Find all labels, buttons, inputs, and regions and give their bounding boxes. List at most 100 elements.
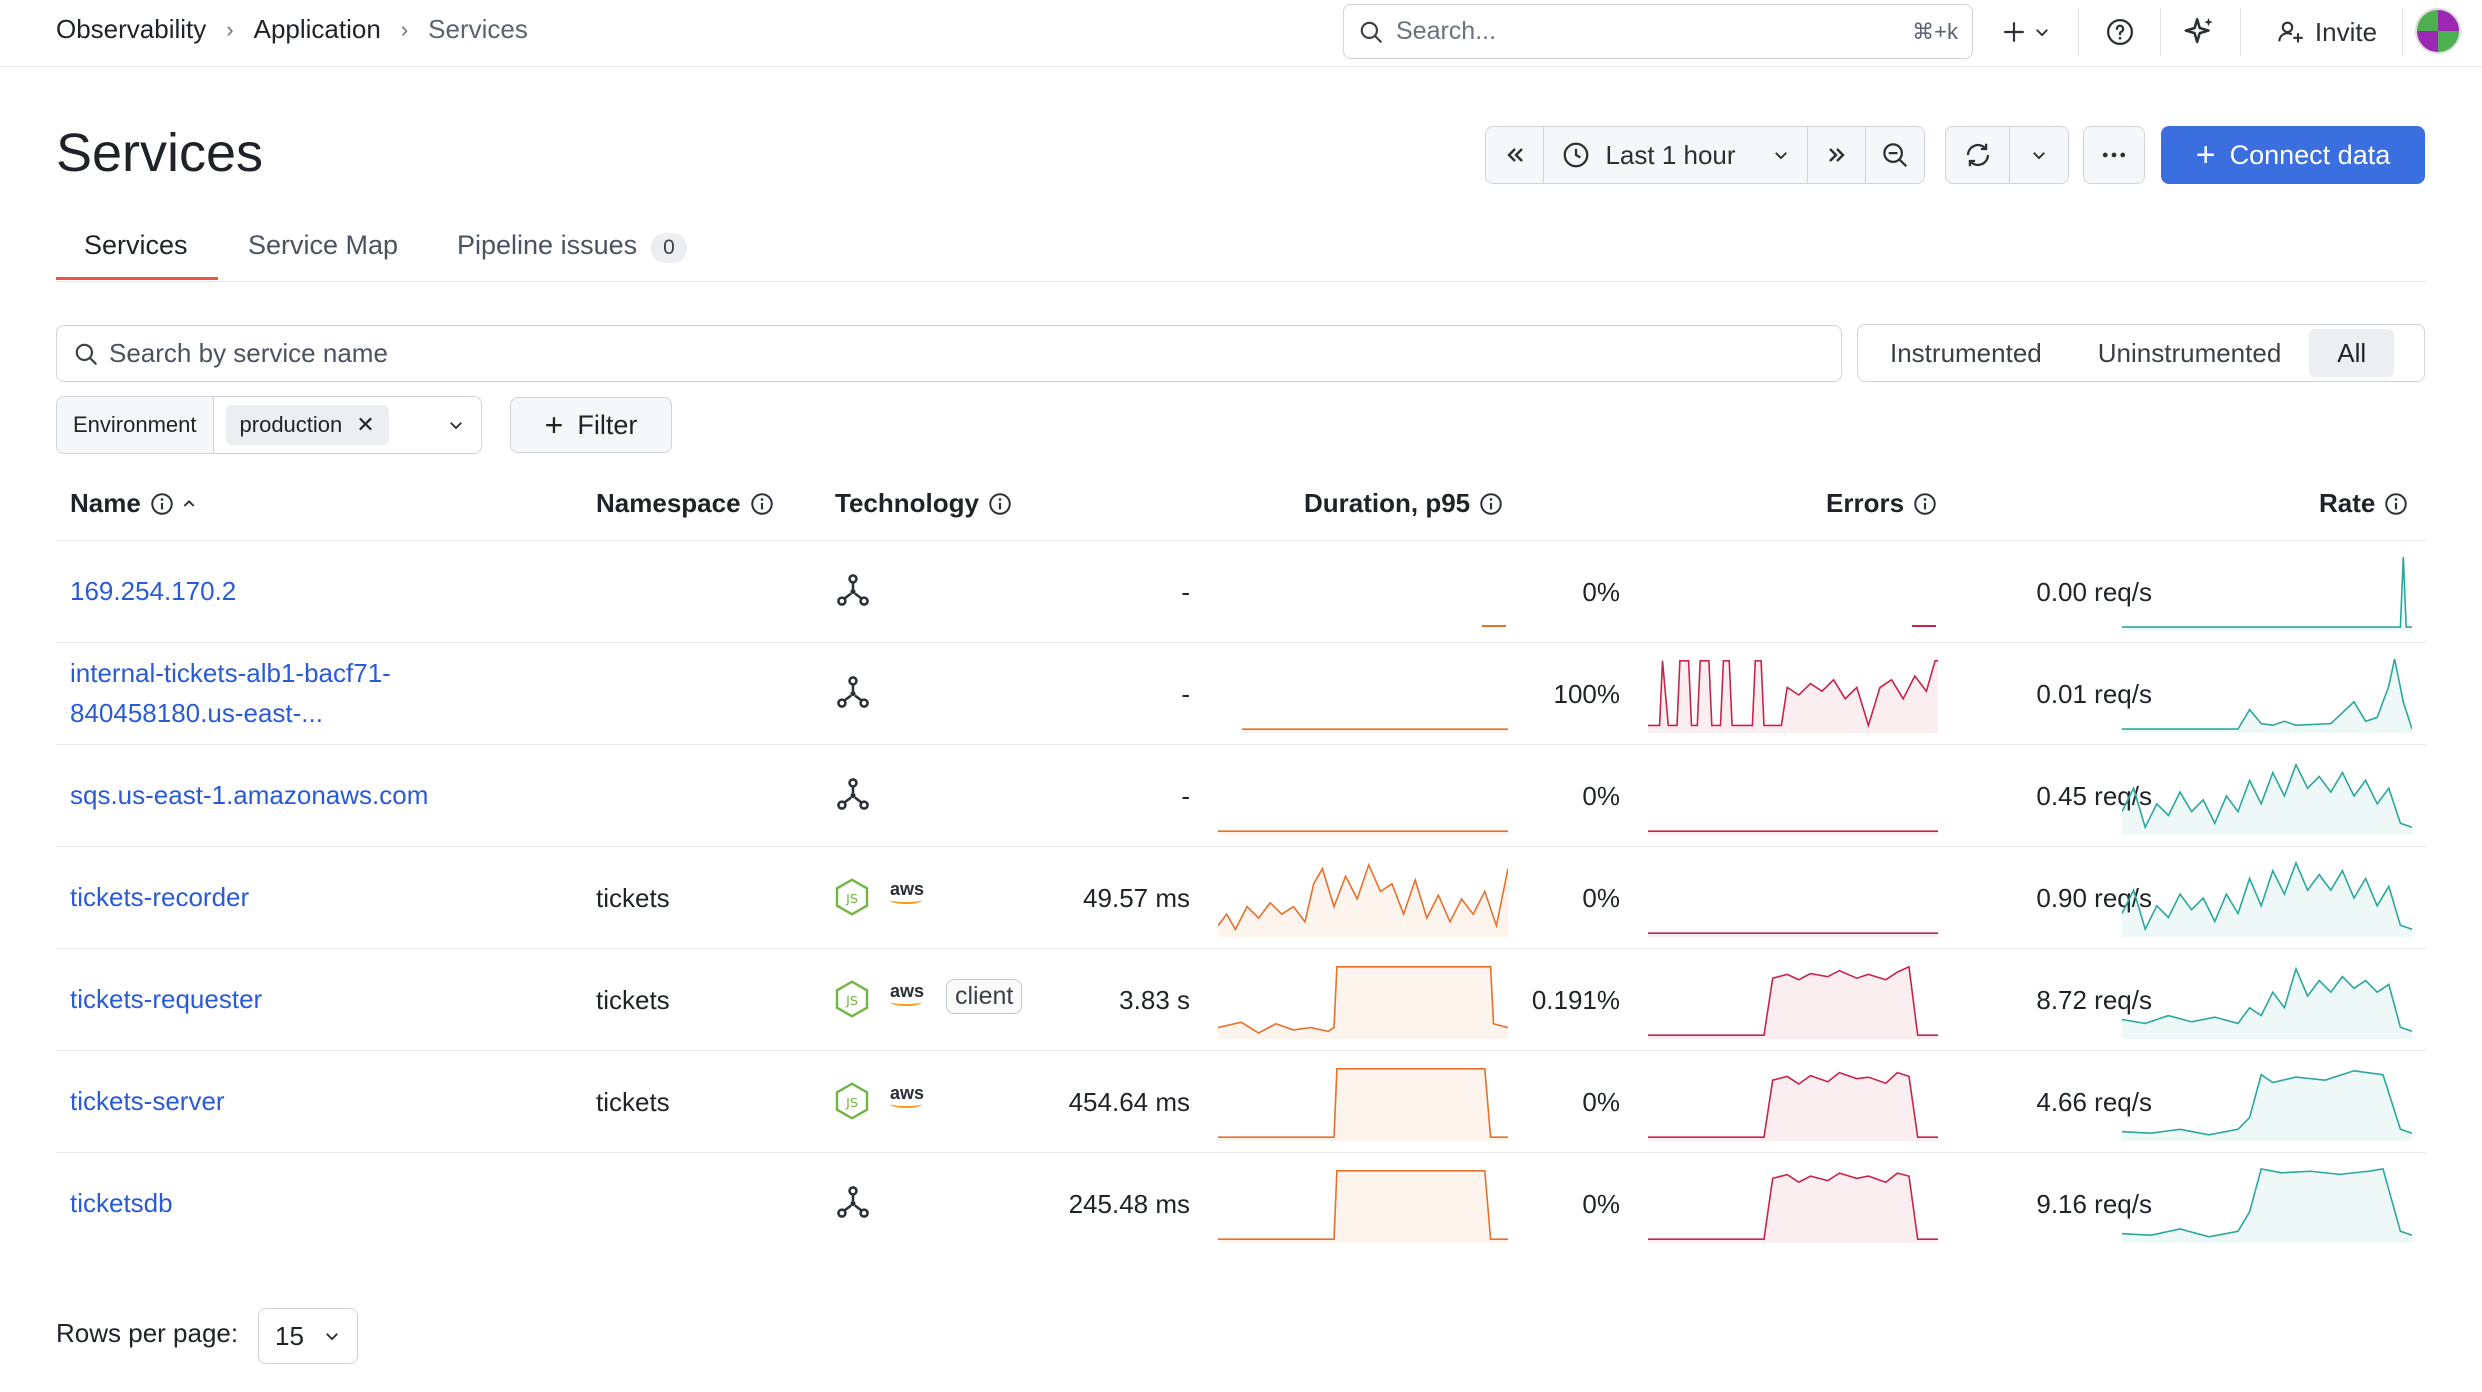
errors-value: 100%	[1553, 679, 1621, 709]
info-icon[interactable]	[987, 491, 1013, 517]
duration-sparkline	[1482, 625, 1506, 627]
tab-service-map[interactable]: Service Map	[248, 230, 399, 260]
column-header-name[interactable]: Name	[70, 488, 197, 519]
avatar[interactable]	[2415, 8, 2461, 54]
rate-sparkline-line	[2122, 765, 2412, 827]
info-icon[interactable]	[1912, 491, 1938, 517]
rate-sparkline	[2122, 859, 2412, 937]
errors-sparkline-line	[1648, 967, 1938, 1035]
service-name-line: ticketsdb	[70, 1188, 173, 1218]
page-title: Services	[56, 123, 264, 183]
service-name-link[interactable]: tickets-server	[70, 1081, 225, 1121]
errors-value: 0.191%	[1531, 985, 1620, 1015]
breadcrumb-application[interactable]: Application	[253, 14, 381, 44]
more-horizontal-icon	[2102, 152, 2126, 158]
chevron-down-icon	[1774, 152, 1787, 160]
column-header-duration[interactable]: Duration, p95	[1304, 488, 1504, 519]
more-options-button[interactable]	[2083, 126, 2145, 184]
table-row[interactable]: sqs.us-east-1.amazonaws.com - 0% 0.45 req/s	[56, 744, 2426, 846]
pipeline-issues-count-badge: 0	[651, 233, 687, 263]
search-icon	[1360, 21, 1382, 43]
column-header-errors[interactable]: Errors	[1826, 488, 1938, 519]
service-name-link[interactable]: tickets-requester	[70, 979, 262, 1019]
service-name-line: internal-tickets-alb1-bacf71-	[70, 658, 391, 688]
service-name-line: 169.254.170.2	[70, 576, 237, 606]
nodejs-icon: JS	[834, 979, 870, 1026]
service-name-link[interactable]: ticketsdb	[70, 1183, 173, 1223]
environment-filter[interactable]: Environment production ✕	[56, 396, 482, 454]
errors-sparkline-area	[1648, 1072, 1938, 1141]
column-header-rate[interactable]: Rate	[2319, 488, 2409, 519]
toggle-uninstrumented[interactable]: Uninstrumented	[2097, 337, 2282, 368]
rate-value: 4.66 req/s	[2036, 1087, 2152, 1117]
rate-sparkline	[2122, 1165, 2412, 1243]
toggle-all[interactable]: All	[2309, 329, 2395, 377]
duration-sparkline	[1218, 1167, 1508, 1243]
time-shift-back-button[interactable]	[1486, 127, 1544, 183]
service-name-line: tickets-server	[70, 1086, 225, 1116]
sort-ascending-icon[interactable]	[181, 496, 197, 512]
breadcrumb-observability[interactable]: Observability	[56, 14, 207, 44]
errors-sparkline	[1648, 1167, 1938, 1243]
info-icon[interactable]	[2383, 491, 2409, 517]
time-range-select[interactable]: Last 1 hour	[1544, 127, 1808, 183]
chevrons-right-icon	[1828, 148, 1845, 162]
table-row[interactable]: tickets-server tickets JS aws 454.64 ms 0% 4.6…	[56, 1050, 2426, 1152]
service-name-link[interactable]: 169.254.170.2	[70, 571, 236, 611]
service-search-input[interactable]: Search by service name	[56, 325, 1842, 382]
nodejs-icon: JS	[834, 877, 870, 924]
rate-sparkline	[2122, 553, 2412, 631]
rate-sparkline-area	[2122, 1168, 2412, 1243]
table-row[interactable]: 169.254.170.2 - 0% 0.00 req/s	[56, 540, 2426, 642]
plus-icon: +	[2195, 135, 2216, 174]
table-row[interactable]: internal-tickets-alb1-bacf71- 840458180.u…	[56, 642, 2426, 744]
aws-icon-label: aws	[890, 879, 925, 899]
zoom-out-button[interactable]	[1866, 127, 1924, 183]
column-header-errors-label: Errors	[1826, 488, 1905, 518]
rate-sparkline-area	[2122, 1070, 2412, 1141]
refresh-button[interactable]	[1946, 127, 2010, 183]
service-search-placeholder: Search by service name	[109, 338, 388, 368]
errors-value: 0%	[1582, 883, 1620, 913]
table-row[interactable]: tickets-requester tickets JS aws client 3.83 …	[56, 948, 2426, 1050]
info-icon[interactable]	[1478, 491, 1504, 517]
tab-pipeline-issues[interactable]: Pipeline issues 0	[457, 230, 687, 263]
column-header-technology[interactable]: Technology	[835, 488, 1013, 519]
graph-icon	[834, 775, 872, 820]
chevron-down-icon	[2033, 152, 2045, 160]
errors-value: 0%	[1582, 1087, 1620, 1117]
errors-sparkline	[1912, 625, 1936, 627]
duration-sparkline-area	[1218, 1170, 1508, 1243]
time-shift-forward-button[interactable]	[1808, 127, 1866, 183]
toggle-instrumented[interactable]: Instrumented	[1890, 337, 2042, 368]
refresh-interval-dropdown[interactable]	[2010, 127, 2068, 183]
tab-services[interactable]: Services	[84, 230, 188, 260]
global-search-input[interactable]: Search... ⌘+k	[1343, 4, 1973, 59]
table-row[interactable]: tickets-recorder tickets JS aws 49.57 ms 0% 0.…	[56, 846, 2426, 948]
chevron-down-icon[interactable]	[447, 397, 465, 453]
errors-sparkline	[1648, 861, 1938, 937]
column-header-namespace[interactable]: Namespace	[596, 488, 775, 519]
info-icon[interactable]	[149, 491, 175, 517]
close-icon[interactable]: ✕	[356, 412, 375, 437]
service-name-link[interactable]: sqs.us-east-1.amazonaws.com	[70, 775, 428, 815]
connect-data-button[interactable]: + Connect data	[2161, 126, 2425, 184]
ai-assistant-button[interactable]	[2178, 10, 2222, 54]
svg-text:JS: JS	[845, 892, 858, 907]
service-name-link[interactable]: tickets-recorder	[70, 877, 249, 917]
errors-sparkline	[1648, 1065, 1938, 1141]
service-name-link[interactable]: internal-tickets-alb1-bacf71- 840458180.u…	[70, 653, 391, 733]
add-menu-button[interactable]	[1996, 10, 2056, 54]
time-range-label: Last 1 hour	[1605, 139, 1736, 170]
table-row[interactable]: ticketsdb 245.48 ms 0% 9.16 req/s	[56, 1152, 2426, 1254]
invite-button[interactable]: Invite	[2262, 10, 2392, 54]
column-header-duration-label: Duration, p95	[1304, 488, 1471, 518]
rate-sparkline-line	[2122, 863, 2412, 929]
help-button[interactable]	[2098, 10, 2142, 54]
aws-icon-label: aws	[890, 981, 925, 1001]
zoom-out-icon	[1883, 143, 1908, 168]
rows-per-page-select[interactable]: 15	[258, 1308, 358, 1364]
add-filter-button[interactable]: + Filter	[510, 397, 672, 453]
info-icon[interactable]	[749, 491, 775, 517]
rate-sparkline	[2122, 961, 2412, 1039]
